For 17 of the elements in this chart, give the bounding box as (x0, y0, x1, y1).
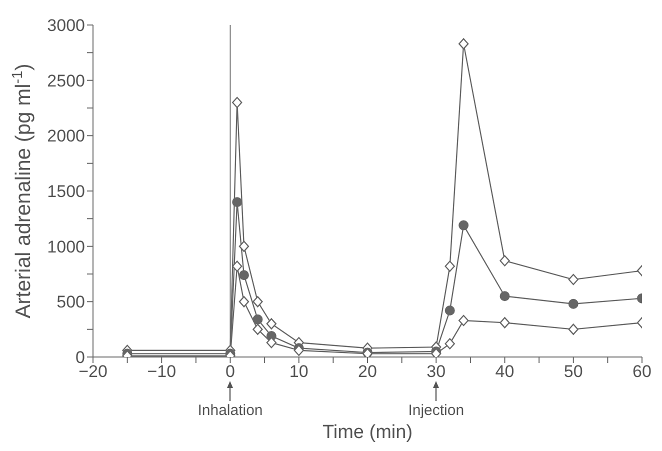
text: Inhalation (198, 402, 263, 420)
x-tick-label: 40 (495, 362, 514, 382)
y-tick-label: 1500 (47, 182, 85, 202)
x-tick-label: 60 (632, 362, 652, 382)
y-tick-label: 3000 (47, 16, 85, 36)
y-tick-label: 2000 (47, 126, 85, 146)
x-tick-label: 20 (358, 362, 377, 382)
x-tick-label: 50 (564, 362, 583, 382)
x-tick-label: −10 (147, 362, 176, 382)
y-tick-label: 2500 (47, 71, 85, 90)
text: Injection (408, 402, 464, 420)
x-tick-label: 10 (289, 362, 308, 382)
x-axis-title: Time (min) (322, 422, 413, 443)
x-tick-label: 0 (226, 362, 235, 382)
y-tick-label: 500 (56, 292, 85, 312)
y-tick-label: 1000 (47, 237, 85, 256)
x-tick-label: 30 (426, 362, 446, 382)
